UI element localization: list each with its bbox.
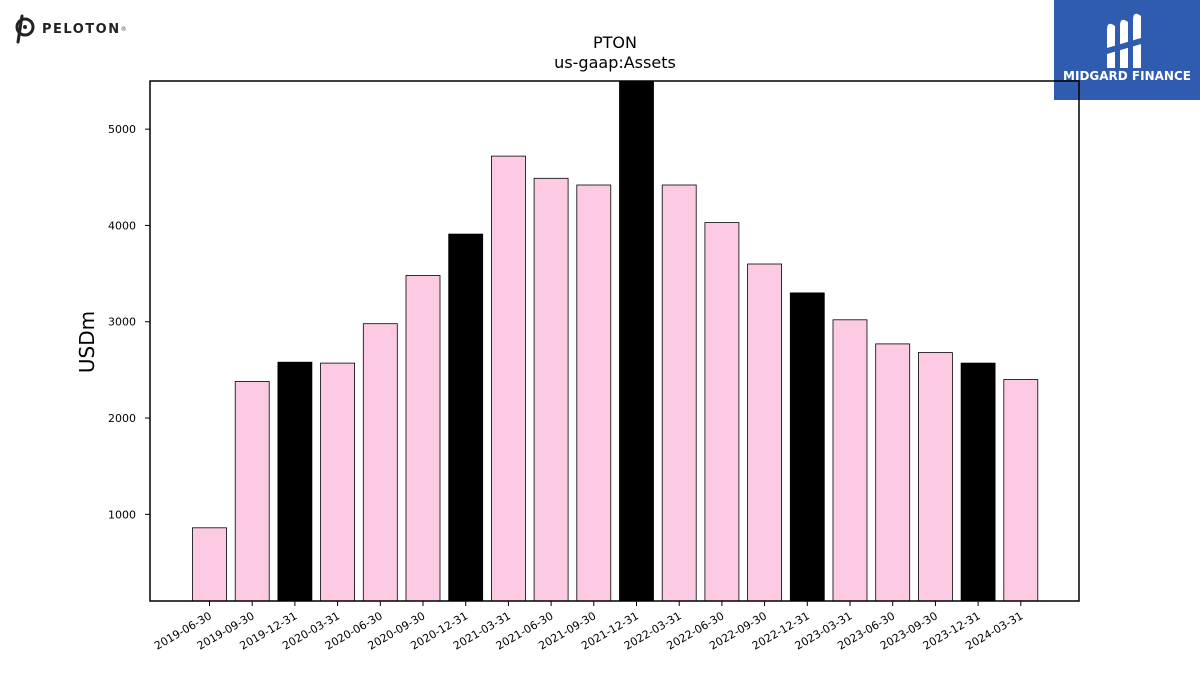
y-tick-label: 1000	[108, 508, 136, 521]
midgard-wordmark: MIDGARD FINANCE	[1063, 69, 1191, 83]
bar-2020-03-31	[320, 362, 356, 602]
bar-2022-12-31	[789, 292, 825, 602]
bar-2023-06-30	[875, 343, 911, 602]
chart-subtitle: us-gaap:Assets	[554, 53, 676, 72]
bar-2023-12-31	[960, 362, 996, 602]
bar-2022-03-31	[661, 184, 697, 602]
bar-2019-09-30	[234, 380, 270, 602]
bar-2019-12-31	[277, 361, 313, 602]
y-tick-label: 3000	[108, 316, 136, 329]
bar-2019-06-30	[192, 527, 227, 602]
x-ticks-group: 2019-06-302019-09-302019-12-312020-03-31…	[152, 601, 1025, 653]
plot-frame	[149, 80, 1080, 602]
bar-2021-03-31	[490, 155, 526, 602]
peloton-logo: PELOTON ®	[14, 14, 127, 44]
bar-2022-09-30	[747, 263, 782, 602]
y-ticks-group: 1000 2000 3000 4000 5000	[108, 123, 150, 521]
bar-2023-09-30	[918, 352, 953, 602]
bar-2021-09-30	[576, 184, 612, 602]
y-tick-label: 5000	[108, 123, 136, 136]
y-tick-label: 4000	[108, 219, 136, 232]
bar-2024-03-31	[1003, 379, 1039, 602]
peloton-wordmark: PELOTON	[42, 21, 121, 37]
midgard-finance-logo: MIDGARD FINANCE	[1054, 0, 1200, 100]
midgard-m-icon	[1107, 13, 1141, 68]
peloton-p-icon	[15, 14, 35, 44]
chart-title: PTON	[593, 33, 637, 52]
y-axis-label: USDm	[75, 311, 99, 373]
bar-2020-06-30	[362, 323, 398, 602]
bars-group	[192, 80, 1039, 602]
y-tick-label: 2000	[108, 412, 136, 425]
bar-2023-03-31	[832, 319, 868, 602]
bar-2022-06-30	[704, 222, 740, 602]
bar-2020-09-30	[405, 275, 441, 602]
bar-2020-12-31	[448, 233, 484, 602]
bar-2021-12-31	[619, 80, 654, 602]
bar-2021-06-30	[533, 177, 569, 602]
